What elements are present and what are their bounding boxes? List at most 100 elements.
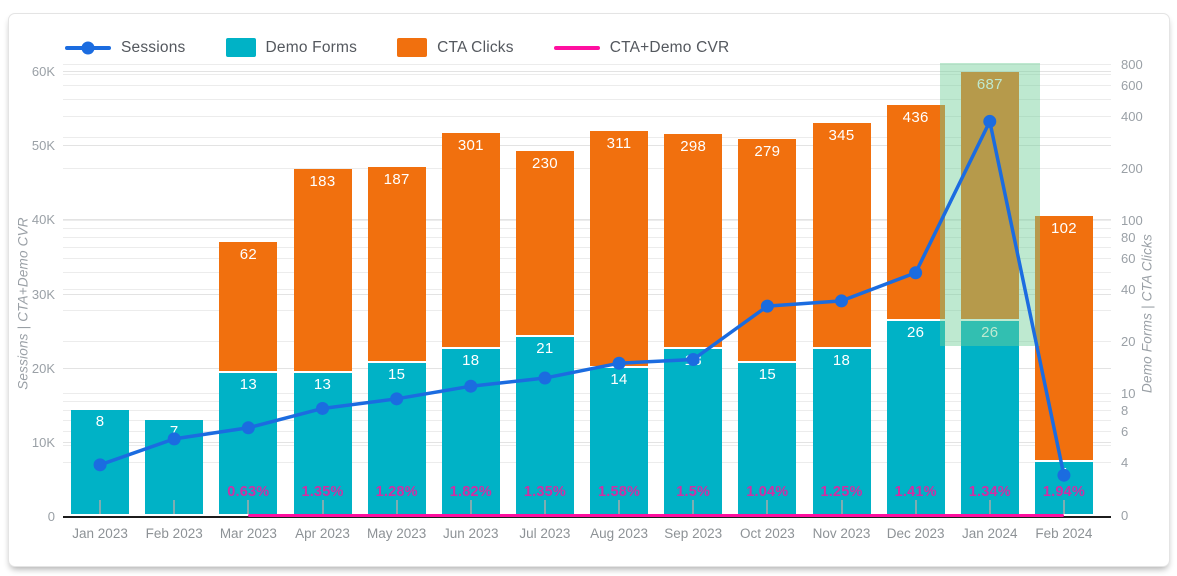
x-axis-label: Feb 2024 [1035, 526, 1093, 541]
x-axis-tick [1062, 500, 1065, 514]
gridline [63, 85, 1111, 87]
gridline [63, 73, 1111, 75]
bar-value-label: 279 [754, 142, 781, 160]
right-axis-tick-label: 600 [1121, 78, 1143, 94]
bar-value-label: 345 [828, 127, 855, 145]
bar-value-label: 687 [976, 76, 1003, 94]
right-axis-tick-label: 800 [1121, 56, 1143, 72]
left-axis-tick-label: 20K [31, 360, 55, 376]
cta-clicks-swatch-icon [397, 38, 428, 57]
cta-demo-cvr-line-icon [553, 45, 600, 50]
right-axis-tick-label: 60 [1121, 251, 1136, 267]
x-axis-label: Mar 2023 [219, 526, 277, 541]
right-axis-tick-label: 20 [1121, 333, 1136, 349]
x-axis-tick [988, 500, 991, 514]
right-axis-tick-label: 80 [1121, 229, 1136, 245]
legend-label: Sessions [121, 38, 186, 56]
cvr-percent-label: 1.41% [894, 484, 937, 500]
bar-value-label: 18 [684, 351, 702, 369]
bar-value-label: 4 [1059, 464, 1069, 482]
bar-value-label: 15 [758, 365, 776, 383]
x-axis-label: Aug 2023 [590, 526, 648, 541]
legend-item-demo-forms[interactable]: Demo Forms [225, 38, 358, 57]
x-axis-label: Feb 2023 [145, 526, 203, 541]
cvr-percent-label: 0.63% [227, 484, 270, 500]
cvr-flat-line [248, 514, 1064, 517]
bar-value-label: 18 [832, 351, 851, 369]
cvr-percent-label: 1.25% [820, 484, 863, 500]
right-axis-tick-label: 4 [1121, 454, 1129, 470]
x-axis-tick [543, 500, 546, 514]
left-axis-tick-label: 50K [31, 138, 55, 154]
chart-card: Sessions Demo Forms CTA Clicks CTA+Demo CVR… [8, 13, 1170, 567]
gridline [63, 115, 1111, 117]
bar-value-label: 18 [462, 351, 480, 369]
left-axis-tick-label: 0 [47, 509, 55, 524]
gridline [63, 99, 1111, 101]
x-axis-label: Jan 2023 [72, 526, 128, 541]
cvr-percent-label: 1.35% [301, 484, 344, 500]
x-axis-label: Apr 2023 [295, 526, 350, 541]
legend-label: Demo Forms [265, 38, 358, 56]
bar-value-label: 21 [536, 340, 554, 358]
x-axis-tick [692, 500, 695, 514]
bar-value-label: 8 [95, 412, 105, 430]
legend-label: CTA Clicks [437, 38, 514, 56]
x-axis-tick [173, 500, 176, 514]
bar-value-label: 26 [906, 324, 925, 342]
legend-item-cta-demo-cvr[interactable]: CTA+Demo CVR [553, 38, 730, 57]
bar-value-label: 7 [169, 422, 179, 440]
cvr-percent-label: 1.35% [523, 484, 566, 500]
legend-item-cta-clicks[interactable]: CTA Clicks [397, 38, 514, 57]
x-axis-label: Nov 2023 [812, 526, 871, 541]
bar-cta-clicks[interactable] [664, 133, 723, 347]
right-axis-title: Demo Forms | CTA Clicks [1139, 234, 1155, 393]
bar-value-label: 301 [457, 136, 484, 154]
bar-value-label: 14 [610, 370, 628, 388]
right-axis-tick-label: 200 [1121, 160, 1143, 176]
left-axis-tick-label: 30K [31, 286, 55, 302]
bar-value-label: 311 [606, 135, 632, 153]
right-axis-tick-label: 100 [1121, 213, 1143, 228]
bar-value-label: 13 [239, 376, 257, 394]
x-axis-tick [618, 500, 621, 514]
right-axis-tick-label: 6 [1121, 424, 1129, 440]
right-axis-tick-label: 10 [1121, 386, 1136, 401]
bar-value-label: 62 [239, 245, 257, 263]
bar-cta-clicks[interactable] [812, 123, 871, 347]
cvr-percent-label: 1.82% [449, 484, 492, 500]
bar-cta-clicks[interactable] [441, 132, 500, 347]
x-axis-tick [395, 500, 398, 514]
x-axis-tick [321, 500, 324, 514]
gridline [63, 63, 1111, 65]
sessions-line-icon [65, 41, 111, 54]
bar-cta-clicks[interactable] [515, 150, 574, 336]
chart-legend: Sessions Demo Forms CTA Clicks CTA+Demo CVR [65, 38, 729, 57]
right-axis-tick-label: 0 [1121, 508, 1129, 523]
bar-value-label: 187 [383, 171, 410, 189]
cvr-percent-label: 1.94% [1042, 484, 1085, 500]
right-axis-tick-label: 400 [1121, 108, 1143, 124]
bar-cta-clicks[interactable] [367, 167, 426, 361]
cvr-percent-label: 1.34% [968, 484, 1011, 500]
bar-value-label: 183 [309, 173, 336, 191]
cvr-percent-label: 1.58% [598, 484, 641, 500]
right-axis-tick-label: 8 [1121, 402, 1129, 418]
left-axis-tick-label: 10K [31, 434, 55, 450]
line-dot-icon [81, 41, 95, 54]
x-axis-tick [914, 500, 917, 514]
bar-cta-clicks[interactable] [886, 105, 945, 320]
x-axis-tick [840, 500, 843, 514]
demo-forms-swatch-icon [225, 38, 256, 57]
bar-value-label: 102 [1050, 219, 1077, 237]
bar-cta-clicks[interactable] [590, 131, 649, 366]
bar-cta-clicks[interactable] [738, 138, 797, 361]
bar-value-label: 436 [902, 109, 929, 127]
bar-value-label: 298 [680, 137, 707, 155]
left-axis-tick-label: 40K [31, 212, 55, 228]
bar-cta-clicks[interactable] [293, 169, 352, 372]
bar-cta-clicks[interactable] [1034, 215, 1093, 460]
legend-label: CTA+Demo CVR [609, 38, 730, 56]
right-axis-tick-label: 40 [1121, 281, 1136, 297]
legend-item-sessions[interactable]: Sessions [65, 39, 186, 57]
